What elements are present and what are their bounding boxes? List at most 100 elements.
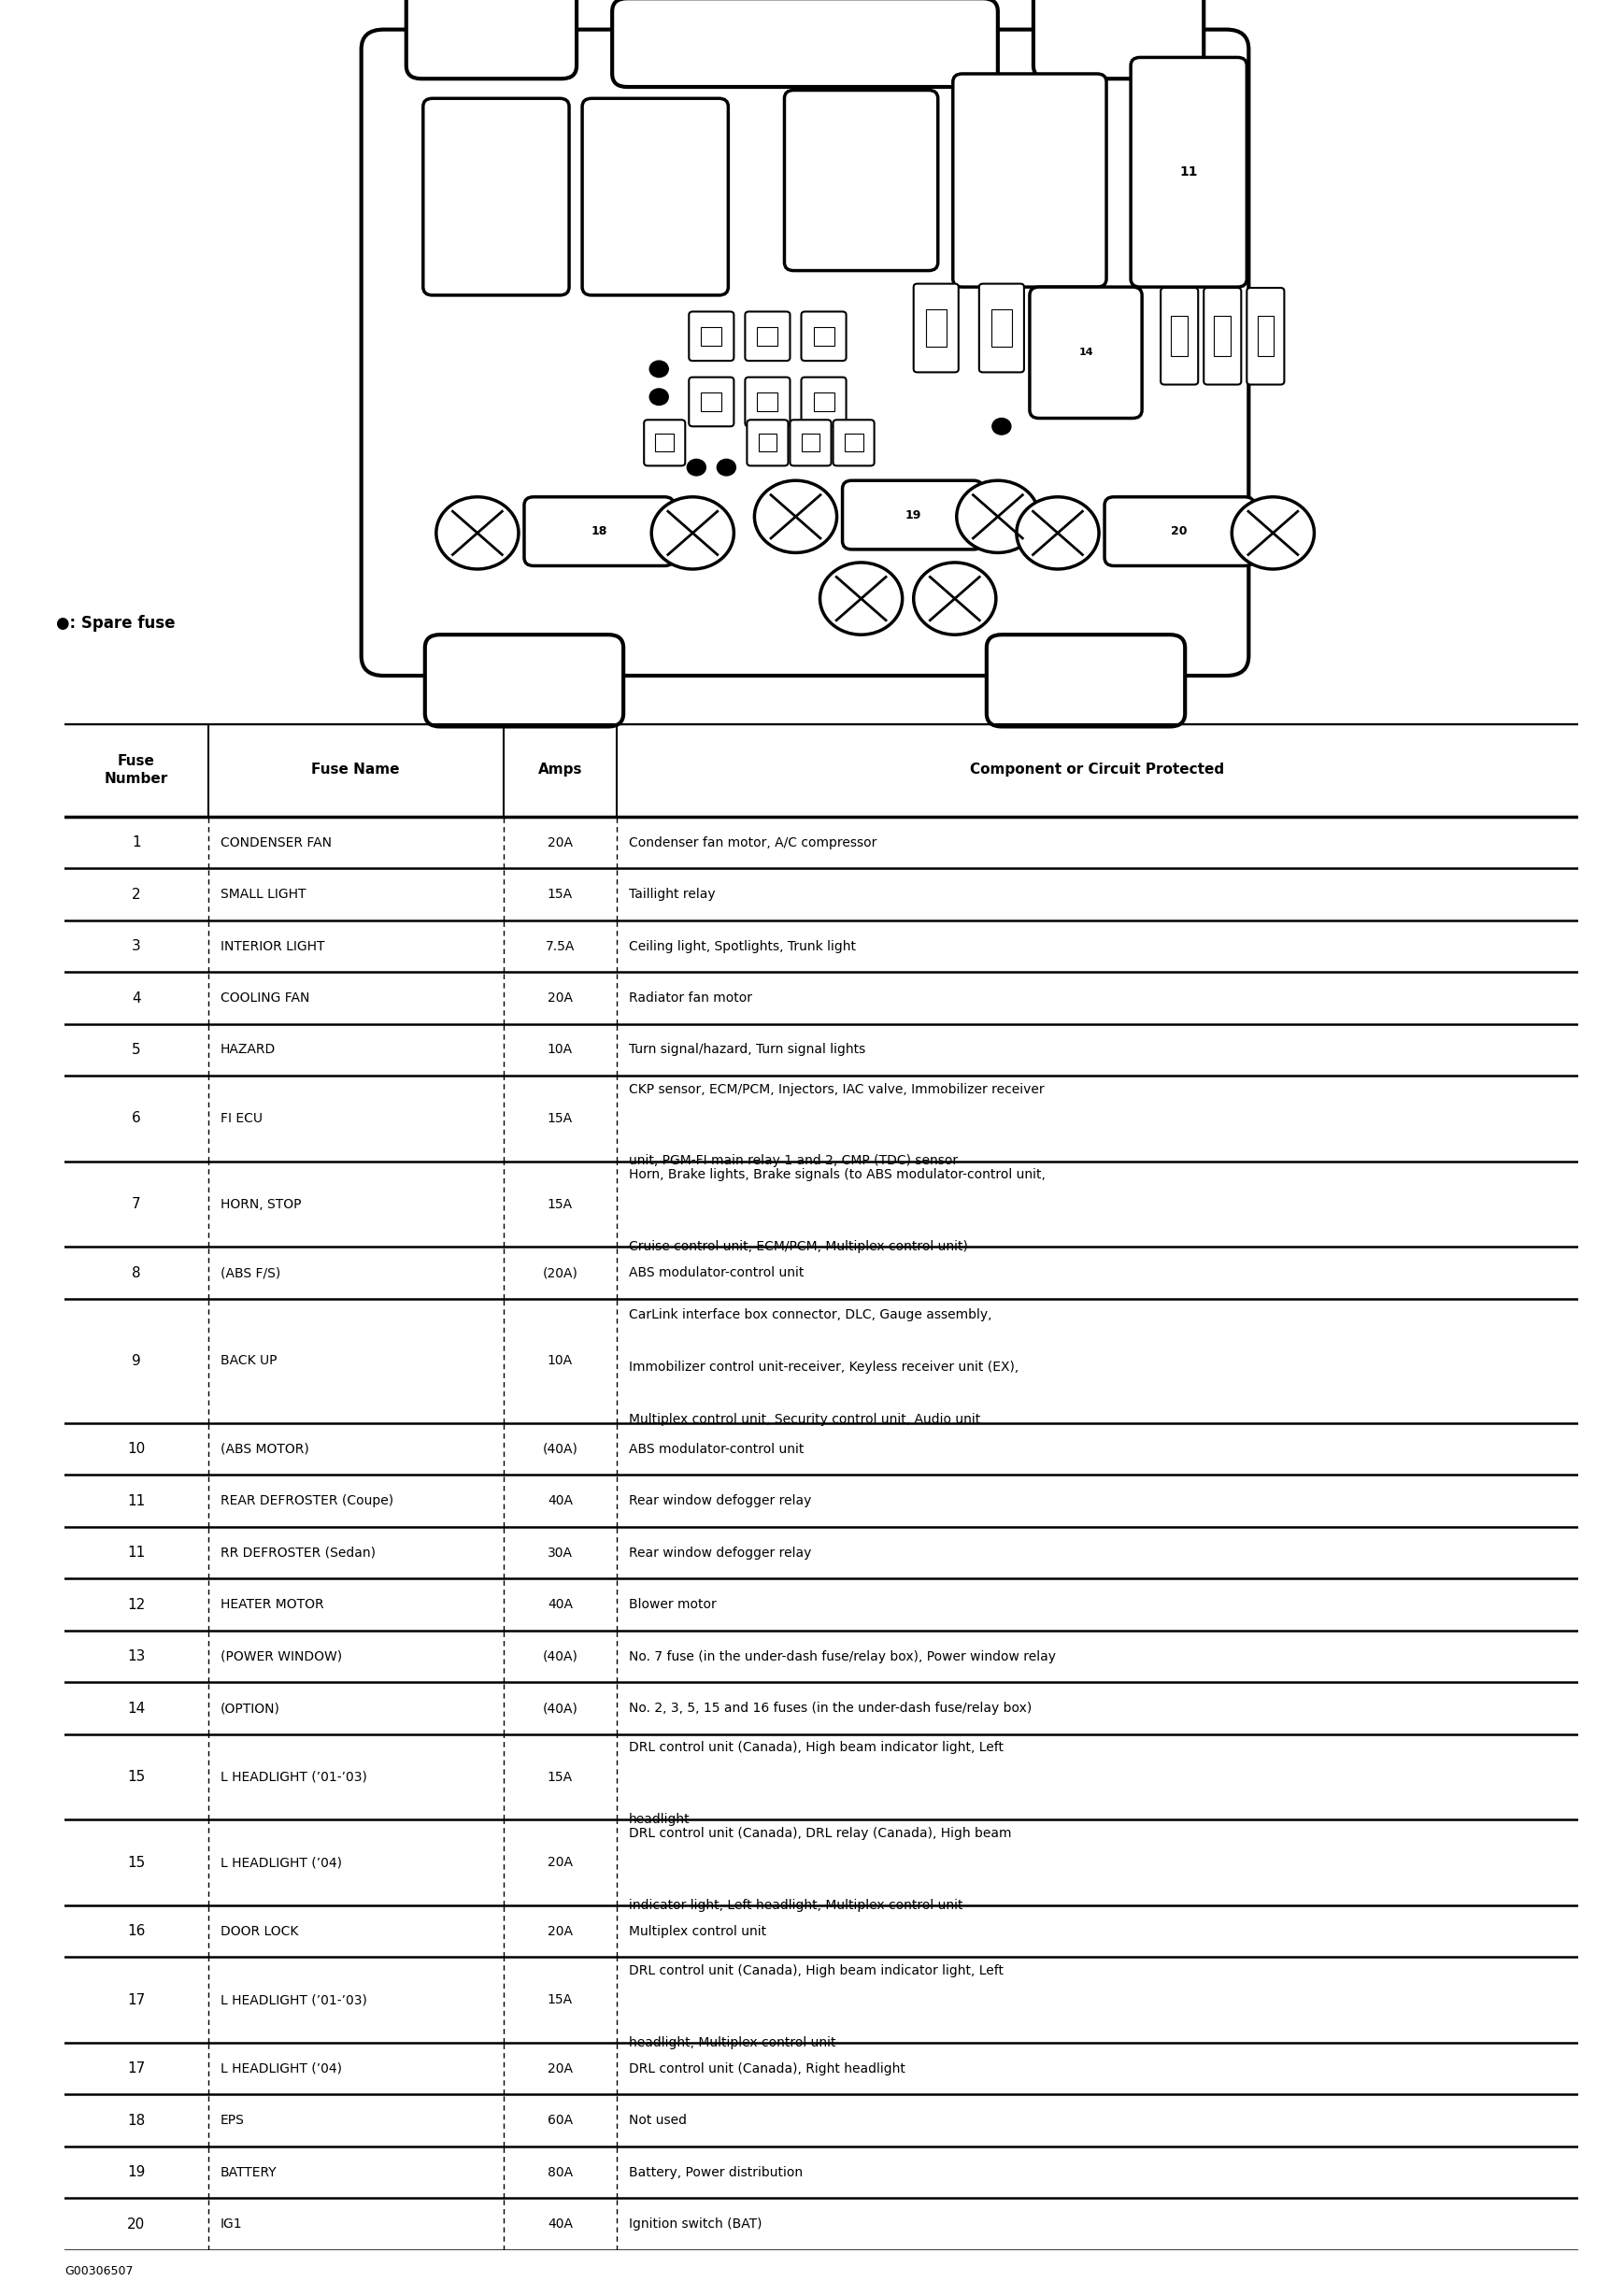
Bar — [1214, 317, 1230, 356]
FancyBboxPatch shape — [425, 634, 623, 726]
Bar — [1001, 647, 1170, 680]
Circle shape — [649, 360, 668, 377]
Bar — [1257, 317, 1274, 356]
FancyBboxPatch shape — [802, 312, 847, 360]
Circle shape — [819, 563, 902, 634]
Text: (OPTION): (OPTION) — [221, 1701, 280, 1715]
Text: ●: Spare fuse: ●: Spare fuse — [56, 615, 175, 631]
FancyBboxPatch shape — [832, 420, 874, 466]
Text: Battery, Power distribution: Battery, Power distribution — [630, 2165, 803, 2179]
Text: BACK UP: BACK UP — [221, 1355, 277, 1368]
Bar — [628, 41, 982, 73]
Text: 18: 18 — [127, 2112, 145, 2128]
Text: 13: 13 — [127, 1649, 145, 1665]
Bar — [422, 32, 562, 67]
Text: 12: 12 — [127, 1598, 145, 1612]
Text: DRL control unit (Canada), Right headlight: DRL control unit (Canada), Right headlig… — [630, 2062, 905, 2076]
Text: EPS: EPS — [221, 2115, 245, 2126]
Text: (POWER WINDOW): (POWER WINDOW) — [221, 1651, 341, 1662]
Text: Radiator fan motor: Radiator fan motor — [630, 992, 752, 1006]
Bar — [813, 326, 834, 347]
FancyBboxPatch shape — [745, 312, 791, 360]
Bar — [440, 647, 609, 680]
Bar — [1048, 32, 1188, 67]
Text: 20A: 20A — [547, 1855, 573, 1869]
Circle shape — [1232, 496, 1314, 569]
Text: CKP sensor, ECM/PCM, Injectors, IAC valve, Immobilizer receiver: CKP sensor, ECM/PCM, Injectors, IAC valv… — [630, 1084, 1045, 1095]
Text: headlight, Multiplex control unit: headlight, Multiplex control unit — [630, 2037, 836, 2048]
Text: 20A: 20A — [547, 836, 573, 850]
Circle shape — [436, 496, 518, 569]
FancyBboxPatch shape — [913, 285, 958, 372]
Text: 11: 11 — [1180, 165, 1198, 179]
Text: 18: 18 — [591, 526, 607, 537]
Text: 19: 19 — [127, 2165, 145, 2179]
Text: 20: 20 — [1170, 526, 1188, 537]
Text: DRL control unit (Canada), High beam indicator light, Left: DRL control unit (Canada), High beam ind… — [630, 1963, 1003, 1977]
Bar — [926, 310, 947, 347]
Bar — [844, 434, 863, 452]
Bar — [813, 393, 834, 411]
Text: RR DEFROSTER (Sedan): RR DEFROSTER (Sedan) — [221, 1545, 375, 1559]
FancyBboxPatch shape — [747, 420, 789, 466]
FancyBboxPatch shape — [987, 634, 1185, 726]
Text: 11: 11 — [127, 1545, 145, 1559]
Text: CarLink interface box connector, DLC, Gauge assembly,: CarLink interface box connector, DLC, Ga… — [630, 1309, 992, 1322]
Text: 12: 12 — [929, 324, 942, 333]
FancyBboxPatch shape — [745, 377, 791, 427]
Text: 1: 1 — [708, 331, 715, 340]
Text: 4: 4 — [708, 397, 715, 406]
FancyBboxPatch shape — [612, 0, 998, 87]
Text: Amps: Amps — [538, 762, 583, 776]
Text: No. 7 fuse (in the under-dash fuse/relay box), Power window relay: No. 7 fuse (in the under-dash fuse/relay… — [630, 1651, 1056, 1662]
Text: 15A: 15A — [547, 1199, 573, 1210]
Text: 17: 17 — [127, 2062, 145, 2076]
Text: 14: 14 — [1079, 349, 1093, 358]
Text: Cruise control unit, ECM/PCM, Multiplex control unit): Cruise control unit, ECM/PCM, Multiplex … — [630, 1240, 968, 1254]
Bar — [1170, 317, 1188, 356]
Text: HEATER MOTOR: HEATER MOTOR — [221, 1598, 324, 1612]
Text: 20: 20 — [127, 2218, 145, 2232]
Text: Condenser fan motor, A/C compressor: Condenser fan motor, A/C compressor — [630, 836, 877, 850]
Bar — [758, 434, 776, 452]
Circle shape — [687, 459, 705, 475]
Text: G00306507: G00306507 — [64, 2266, 134, 2278]
Text: 10A: 10A — [547, 1042, 573, 1056]
Text: 2: 2 — [765, 331, 771, 340]
Text: indicator light, Left headlight, Multiplex control unit: indicator light, Left headlight, Multipl… — [630, 1899, 963, 1913]
Text: 40A: 40A — [547, 1495, 573, 1508]
FancyBboxPatch shape — [802, 377, 847, 427]
Text: 2: 2 — [132, 886, 140, 902]
Text: 10A: 10A — [547, 1355, 573, 1368]
Text: REAR DEFROSTER (Coupe): REAR DEFROSTER (Coupe) — [221, 1495, 393, 1508]
FancyBboxPatch shape — [583, 99, 728, 296]
Text: unit, PGM-FI main relay 1 and 2, CMP (TDC) sensor: unit, PGM-FI main relay 1 and 2, CMP (TD… — [630, 1155, 958, 1169]
Text: 9: 9 — [132, 1355, 140, 1368]
Text: 3: 3 — [821, 331, 828, 340]
Text: 20A: 20A — [547, 992, 573, 1006]
Circle shape — [649, 388, 668, 404]
FancyBboxPatch shape — [953, 73, 1106, 287]
Bar — [700, 326, 721, 347]
Text: Not used: Not used — [630, 2115, 687, 2126]
Text: 6: 6 — [821, 397, 828, 406]
Bar — [757, 393, 778, 411]
Text: L HEADLIGHT (’01-’03): L HEADLIGHT (’01-’03) — [221, 1993, 367, 2007]
FancyBboxPatch shape — [784, 90, 939, 271]
Text: L HEADLIGHT (’01-’03): L HEADLIGHT (’01-’03) — [221, 1770, 367, 1784]
Text: 7: 7 — [132, 1196, 140, 1210]
Circle shape — [992, 418, 1011, 434]
Text: 1: 1 — [132, 836, 140, 850]
FancyBboxPatch shape — [689, 377, 734, 427]
Text: 15: 15 — [1174, 333, 1185, 340]
Text: L HEADLIGHT (’04): L HEADLIGHT (’04) — [221, 2062, 341, 2076]
Text: 5: 5 — [132, 1042, 140, 1056]
Text: 10: 10 — [127, 1442, 145, 1456]
Text: Component or Circuit Protected: Component or Circuit Protected — [971, 762, 1225, 776]
Text: 16: 16 — [127, 1924, 145, 1938]
FancyBboxPatch shape — [525, 496, 675, 565]
Bar — [802, 434, 819, 452]
FancyBboxPatch shape — [1246, 287, 1285, 386]
Text: DOOR LOCK: DOOR LOCK — [221, 1924, 298, 1938]
Bar — [757, 326, 778, 347]
